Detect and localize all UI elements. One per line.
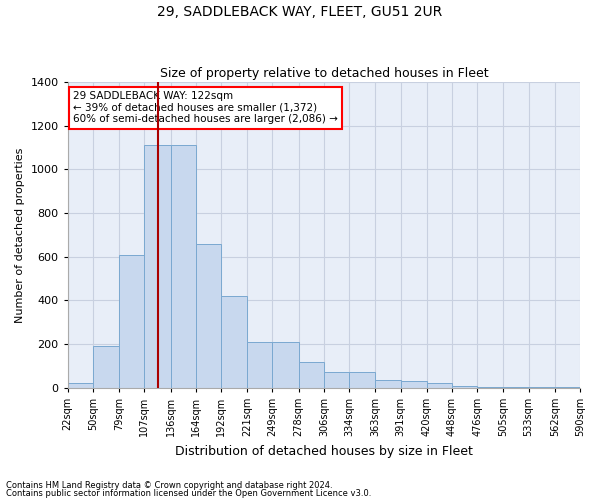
Bar <box>503 386 529 388</box>
Bar <box>119 254 145 388</box>
Bar <box>375 380 401 388</box>
Bar <box>349 372 375 388</box>
Y-axis label: Number of detached properties: Number of detached properties <box>15 147 25 322</box>
Bar <box>427 384 452 388</box>
Bar <box>401 381 427 388</box>
Text: Contains HM Land Registry data © Crown copyright and database right 2024.: Contains HM Land Registry data © Crown c… <box>6 481 332 490</box>
Bar <box>272 342 299 388</box>
Bar <box>555 386 580 388</box>
Bar <box>477 386 503 388</box>
Text: 29, SADDLEBACK WAY, FLEET, GU51 2UR: 29, SADDLEBACK WAY, FLEET, GU51 2UR <box>157 5 443 19</box>
Bar <box>452 386 477 388</box>
Bar <box>170 146 196 388</box>
Title: Size of property relative to detached houses in Fleet: Size of property relative to detached ho… <box>160 66 488 80</box>
X-axis label: Distribution of detached houses by size in Fleet: Distribution of detached houses by size … <box>175 444 473 458</box>
Text: 29 SADDLEBACK WAY: 122sqm
← 39% of detached houses are smaller (1,372)
60% of se: 29 SADDLEBACK WAY: 122sqm ← 39% of detac… <box>73 91 338 124</box>
Bar <box>324 372 349 388</box>
Bar <box>299 362 324 388</box>
Text: Contains public sector information licensed under the Open Government Licence v3: Contains public sector information licen… <box>6 488 371 498</box>
Bar <box>145 146 170 388</box>
Bar <box>196 244 221 388</box>
Bar <box>529 386 555 388</box>
Bar <box>221 296 247 388</box>
Bar <box>68 384 93 388</box>
Bar <box>93 346 119 388</box>
Bar <box>247 342 272 388</box>
